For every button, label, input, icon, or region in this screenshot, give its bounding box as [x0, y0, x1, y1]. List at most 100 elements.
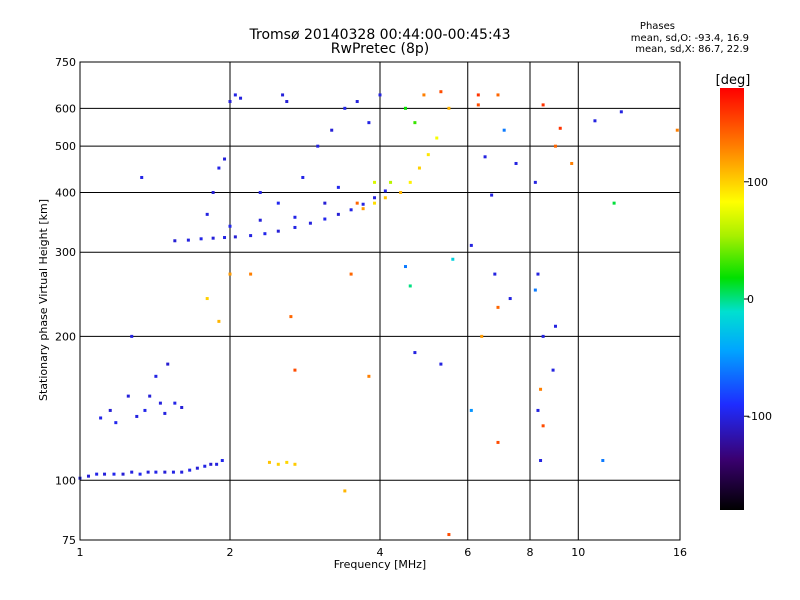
echo-point	[447, 106, 451, 110]
echo-point	[215, 462, 219, 466]
echo-point	[163, 411, 167, 415]
echo-point	[541, 424, 545, 428]
echo-point	[308, 221, 312, 225]
echo-point	[203, 464, 207, 468]
phase-stats-x: mean, sd,X: 86.7, 22.9	[635, 44, 749, 55]
echo-point	[258, 190, 262, 194]
x-tick-label: 4	[377, 546, 384, 559]
colorbar-label: [deg]	[716, 73, 751, 88]
echo-point	[154, 374, 158, 378]
echo-point	[86, 474, 90, 478]
phase-stats-o: mean, sd,O: -93.4, 16.9	[630, 33, 749, 44]
echo-point	[413, 351, 417, 355]
echo-point	[373, 201, 377, 205]
echo-point	[171, 470, 175, 474]
y-tick-label: 75	[62, 534, 76, 547]
echo-point	[267, 460, 271, 464]
echo-point	[323, 217, 327, 221]
echo-point	[166, 362, 170, 366]
echo-point	[180, 405, 184, 409]
echo-point	[158, 401, 162, 405]
echo-point	[476, 93, 480, 97]
echo-point	[483, 155, 487, 159]
echo-point	[496, 93, 500, 97]
echo-point	[408, 284, 412, 288]
x-tick-label: 6	[464, 546, 471, 559]
echo-point	[539, 387, 543, 391]
echo-point	[349, 272, 353, 276]
echo-point	[389, 180, 393, 184]
echo-point	[403, 265, 407, 269]
echo-point	[140, 175, 144, 179]
echo-point	[195, 466, 199, 470]
echo-point	[593, 119, 597, 123]
phase-stats-heading: Phases	[639, 21, 675, 32]
x-tick-label: 2	[227, 546, 234, 559]
echo-point	[355, 201, 359, 205]
echo-point	[135, 414, 139, 418]
echo-point	[316, 144, 320, 148]
echo-point	[399, 190, 403, 194]
echo-point	[293, 462, 297, 466]
echo-point	[258, 218, 262, 222]
echo-point	[249, 234, 253, 238]
echo-point	[239, 96, 243, 100]
y-axis-ticks: 75 100 200 300 400 500 600 750	[55, 56, 76, 547]
x-tick-label: 1	[77, 546, 84, 559]
echo-point	[612, 201, 616, 205]
echo-point	[289, 315, 293, 319]
y-tick-label: 750	[55, 56, 76, 69]
echo-point	[126, 394, 130, 398]
y-tick-label: 500	[55, 140, 76, 153]
echo-point	[553, 324, 557, 328]
echo-point	[480, 334, 484, 338]
echo-point	[367, 121, 371, 125]
y-tick-label: 200	[55, 330, 76, 343]
x-tick-label: 8	[527, 546, 534, 559]
echo-points	[78, 90, 679, 537]
echo-point	[99, 416, 103, 420]
echo-point	[570, 161, 574, 165]
chart-subtitle: RwPretec (8p)	[330, 41, 430, 57]
colorbar-tick-label: 0	[747, 293, 754, 306]
echo-point	[223, 157, 227, 161]
x-axis-ticks: 1 2 4 6 8 10 16	[77, 546, 688, 559]
echo-point	[536, 408, 540, 412]
echo-point	[154, 470, 158, 474]
echo-point	[439, 90, 443, 94]
echo-point	[211, 236, 215, 240]
echo-point	[121, 472, 125, 476]
echo-point	[493, 272, 497, 276]
echo-point	[435, 136, 439, 140]
echo-point	[163, 470, 167, 474]
echo-point	[228, 272, 232, 276]
echo-point	[355, 100, 359, 104]
echo-point	[301, 175, 305, 179]
echo-point	[373, 180, 377, 184]
echo-point	[186, 238, 190, 242]
echo-point	[95, 472, 99, 476]
echo-point	[533, 288, 537, 292]
echo-point	[551, 368, 555, 372]
echo-point	[276, 201, 280, 205]
echo-point	[228, 100, 232, 104]
x-tick-label: 16	[673, 546, 687, 559]
echo-point	[541, 334, 545, 338]
echo-point	[417, 166, 421, 170]
echo-point	[112, 472, 116, 476]
echo-point	[103, 472, 107, 476]
echo-point	[469, 243, 473, 247]
y-axis-label: Stationary phase Virtual Height [km]	[37, 199, 50, 401]
echo-point	[601, 458, 605, 462]
echo-point	[403, 106, 407, 110]
echo-point	[130, 470, 134, 474]
echo-point	[508, 297, 512, 301]
y-tick-label: 100	[55, 474, 76, 487]
echo-point	[373, 196, 377, 200]
echo-point	[675, 128, 679, 132]
echo-point	[228, 224, 232, 228]
echo-point	[293, 215, 297, 219]
echo-point	[263, 232, 267, 236]
echo-point	[451, 257, 455, 261]
echo-point	[180, 470, 184, 474]
